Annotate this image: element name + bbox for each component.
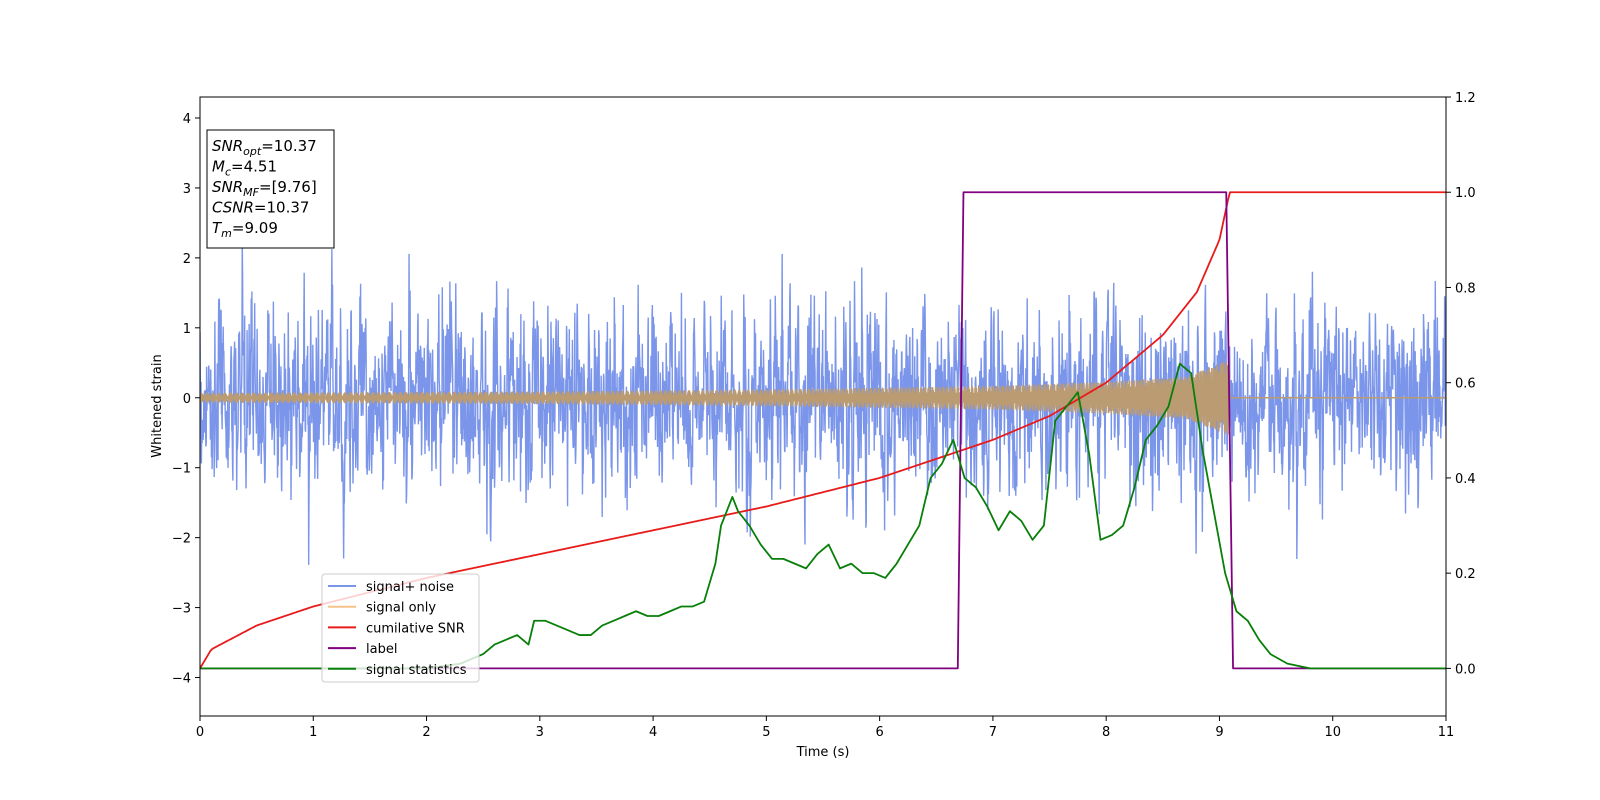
legend-entry: signal statistics <box>366 663 467 678</box>
x-tick-label: 3 <box>536 725 544 740</box>
x-tick-label: 0 <box>196 725 204 740</box>
legend-entry: signal only <box>366 601 436 616</box>
series-label-line <box>200 191 1446 670</box>
y2-tick-label: 0.0 <box>1455 662 1476 677</box>
series-signal-only-line <box>200 360 1446 435</box>
x-tick-label: 4 <box>649 725 657 740</box>
y2-tick-label: 0.6 <box>1455 377 1476 392</box>
y-axis-left: −4 −3 −2 −1 0 1 2 3 4 <box>172 112 200 687</box>
x-tick-label: 8 <box>1102 725 1110 740</box>
info-line: Tm=9.09 <box>212 219 278 240</box>
x-tick-label: 2 <box>422 725 430 740</box>
info-line: CSNR=10.37 <box>212 199 309 217</box>
legend-entry: cumilative SNR <box>366 621 465 636</box>
y2-tick-label: 0.4 <box>1455 472 1476 487</box>
series-signal-noise-line <box>200 241 1446 565</box>
y-tick-label: −2 <box>172 532 191 547</box>
y-axis-right: 0.0 0.2 0.4 0.6 0.8 1.0 1.2 <box>1446 91 1476 677</box>
y-tick-label: 0 <box>183 392 191 407</box>
y2-tick-label: 1.0 <box>1455 186 1476 201</box>
info-line: SNRopt=10.37 <box>212 137 317 158</box>
x-tick-label: 1 <box>309 725 317 740</box>
x-tick-label: 7 <box>989 725 997 740</box>
y-tick-label: 2 <box>183 252 191 267</box>
info-line: Mc=4.51 <box>212 158 277 179</box>
x-tick-label: 9 <box>1215 725 1223 740</box>
y2-tick-label: 1.2 <box>1455 91 1476 106</box>
legend-entry: signal+ noise <box>366 580 454 595</box>
y-tick-label: −1 <box>172 462 191 477</box>
y2-tick-label: 0.2 <box>1455 567 1476 582</box>
legend: signal+ noise signal only cumilative SNR la… <box>321 573 480 683</box>
x-axis: 0 1 2 3 4 5 6 7 8 9 10 11 <box>196 716 1454 740</box>
x-tick-label: 11 <box>1438 725 1455 740</box>
y-axis-label: Whitened strain <box>150 354 165 457</box>
y-tick-label: 4 <box>183 112 191 127</box>
info-box-frame <box>206 129 335 249</box>
y-tick-label: −4 <box>172 672 191 687</box>
info-line: SNRMF=[9.76] <box>212 178 317 199</box>
x-tick-label: 10 <box>1324 725 1341 740</box>
x-tick-label: 6 <box>875 725 883 740</box>
legend-frame <box>321 573 480 683</box>
y-tick-label: 3 <box>183 182 191 197</box>
y-tick-label: −3 <box>172 602 191 617</box>
x-axis-label: Time (s) <box>796 745 850 760</box>
series-signal-statistics-line <box>200 362 1446 670</box>
y-tick-label: 1 <box>183 322 191 337</box>
info-box: SNRopt=10.37Mc=4.51SNRMF=[9.76]CSNR=10.3… <box>206 129 335 249</box>
legend-entry: label <box>366 642 397 657</box>
y2-tick-label: 0.8 <box>1455 281 1476 296</box>
x-tick-label: 5 <box>762 725 770 740</box>
axes-frame <box>199 96 1447 717</box>
